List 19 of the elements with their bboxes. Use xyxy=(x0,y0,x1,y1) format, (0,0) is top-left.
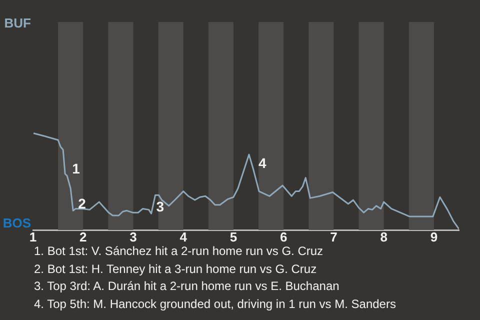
text: BUF xyxy=(4,16,32,31)
text: BOS xyxy=(2,216,32,231)
x-tick-label: 3 xyxy=(130,229,137,244)
annotation: 2 xyxy=(78,196,86,212)
x-tick-label: 1 xyxy=(29,229,37,244)
x-tick-label: 8 xyxy=(380,229,388,244)
text: 3. Top 3rd: A. Durán hit a 2-run home run vs E. Buchanan xyxy=(34,278,340,295)
annotation: 3 xyxy=(156,198,164,214)
x-tick-label: 9 xyxy=(430,229,438,244)
x-tick-label: 5 xyxy=(230,229,238,244)
text: 4. Top 5th: M. Hancock grounded out, driving in 1 run vs M. Sanders xyxy=(34,296,397,312)
x-tick-label: 6 xyxy=(280,229,288,244)
text: 1. Bot 1st: V. Sánchez hit a 2-run home run vs G. Cruz xyxy=(34,243,324,260)
text: 2. Bot 1st: H. Tenney hit a 3-run home run vs G. Cruz xyxy=(34,260,318,278)
annotation: 4 xyxy=(258,154,267,171)
x-tick-label: 2 xyxy=(80,229,87,244)
x-tick-label: 7 xyxy=(330,229,338,244)
annotation: 1 xyxy=(72,160,80,177)
x-tick-label: 4 xyxy=(180,229,188,244)
